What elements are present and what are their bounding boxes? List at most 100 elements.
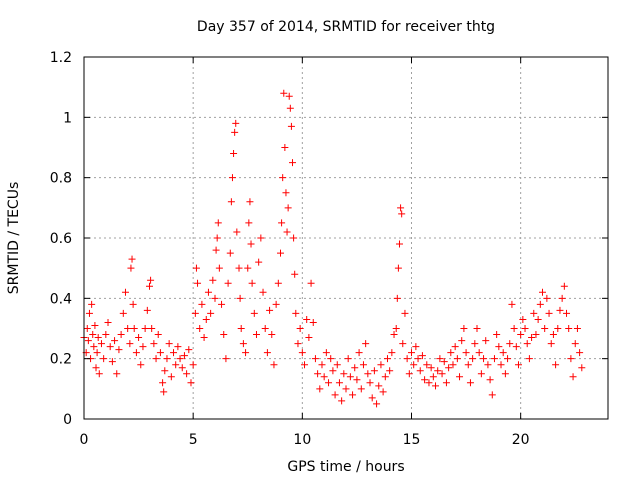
data-point <box>322 349 330 357</box>
data-point <box>398 210 406 218</box>
data-point <box>286 104 294 112</box>
data-point <box>165 340 173 348</box>
data-point <box>246 198 254 206</box>
data-point <box>340 370 348 378</box>
data-point <box>554 325 562 332</box>
data-point <box>530 309 538 317</box>
data-point <box>445 364 453 372</box>
data-point <box>274 279 282 287</box>
data-point <box>248 279 256 287</box>
data-point <box>497 361 505 369</box>
data-point <box>104 318 112 326</box>
data-point <box>383 355 391 363</box>
data-point <box>202 315 210 323</box>
data-point <box>416 367 424 375</box>
data-point <box>349 391 357 399</box>
data-point <box>451 343 459 351</box>
data-point <box>284 204 292 212</box>
data-point <box>351 364 359 372</box>
data-point <box>226 249 234 257</box>
data-point <box>486 376 494 384</box>
data-point <box>469 355 477 363</box>
data-point <box>91 321 99 329</box>
data-point <box>126 340 134 348</box>
data-point <box>247 240 255 248</box>
data-point <box>233 228 241 236</box>
data-point <box>532 331 540 339</box>
data-point <box>83 325 91 332</box>
data-point <box>141 325 149 332</box>
data-point <box>106 343 114 351</box>
data-point <box>180 352 188 360</box>
data-point <box>185 346 193 354</box>
data-point <box>261 325 269 332</box>
data-point <box>395 240 403 248</box>
data-point <box>183 370 191 378</box>
data-point <box>148 325 156 332</box>
data-point <box>242 349 250 357</box>
data-point <box>93 349 101 357</box>
data-point <box>359 361 367 369</box>
y-axis-label: SRMTID / TECUs <box>6 182 22 295</box>
data-point <box>161 367 169 375</box>
data-point <box>523 340 531 348</box>
data-point <box>245 219 253 227</box>
data-point <box>160 388 168 396</box>
data-point <box>292 309 300 317</box>
x-tick-label: 15 <box>403 432 421 448</box>
data-point <box>541 325 549 332</box>
data-point <box>270 361 278 369</box>
data-point <box>224 279 232 287</box>
data-point <box>163 355 171 363</box>
data-point <box>543 294 551 302</box>
data-point <box>534 315 542 323</box>
data-point <box>571 340 579 348</box>
data-point <box>174 343 182 351</box>
data-point <box>287 122 295 130</box>
data-point <box>198 300 206 308</box>
data-point <box>283 228 291 236</box>
data-point <box>331 391 339 399</box>
data-point <box>285 92 293 100</box>
data-point <box>84 337 92 345</box>
data-point <box>488 391 496 399</box>
y-tick-label: 0.2 <box>50 352 72 368</box>
data-point <box>558 294 566 302</box>
data-point <box>373 400 381 408</box>
data-point <box>268 331 276 339</box>
data-point <box>92 364 100 372</box>
data-point <box>85 309 93 317</box>
data-point <box>128 255 136 263</box>
data-point <box>90 343 98 351</box>
data-point <box>117 331 125 339</box>
data-point <box>442 379 450 387</box>
data-point <box>539 288 546 296</box>
data-point <box>519 315 527 323</box>
data-point <box>342 385 350 393</box>
data-point <box>307 279 315 287</box>
data-point <box>170 349 178 357</box>
data-point <box>146 282 153 290</box>
data-point <box>528 334 536 342</box>
data-point <box>89 331 97 339</box>
data-point <box>282 189 290 197</box>
data-point <box>95 370 103 378</box>
data-point <box>218 300 226 308</box>
data-point <box>418 352 426 360</box>
data-point <box>576 349 584 357</box>
data-point <box>100 355 108 363</box>
data-point <box>545 309 553 317</box>
data-point <box>156 349 164 357</box>
data-point <box>298 349 306 357</box>
data-point <box>124 325 132 332</box>
data-point <box>458 337 466 345</box>
data-point <box>232 119 240 127</box>
data-point <box>471 340 479 348</box>
data-point <box>257 234 265 242</box>
data-point <box>460 325 468 332</box>
data-point <box>386 367 394 375</box>
data-point <box>213 234 221 242</box>
data-point <box>508 300 516 308</box>
data-point <box>573 325 581 332</box>
x-axis-label: GPS time / hours <box>287 459 404 475</box>
